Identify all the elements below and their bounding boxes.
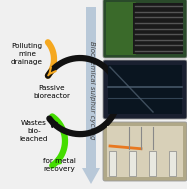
FancyBboxPatch shape: [103, 122, 187, 181]
Bar: [110, 151, 117, 176]
Bar: [108, 65, 182, 114]
Bar: [169, 151, 177, 176]
Text: Polluting
mine
drainage: Polluting mine drainage: [11, 43, 43, 65]
FancyBboxPatch shape: [103, 0, 187, 58]
Bar: [133, 3, 183, 54]
FancyBboxPatch shape: [106, 2, 136, 55]
Bar: [149, 151, 157, 176]
Text: Wastes
bio-
leached: Wastes bio- leached: [20, 120, 48, 142]
Text: Biochemical sulphur cycling: Biochemical sulphur cycling: [89, 41, 95, 140]
Text: for metal
recovery: for metal recovery: [43, 158, 75, 172]
FancyBboxPatch shape: [103, 60, 187, 119]
Text: Passive
bioreactor: Passive bioreactor: [33, 85, 70, 99]
FancyArrow shape: [82, 7, 100, 184]
Bar: [130, 151, 137, 176]
Bar: [107, 126, 183, 177]
